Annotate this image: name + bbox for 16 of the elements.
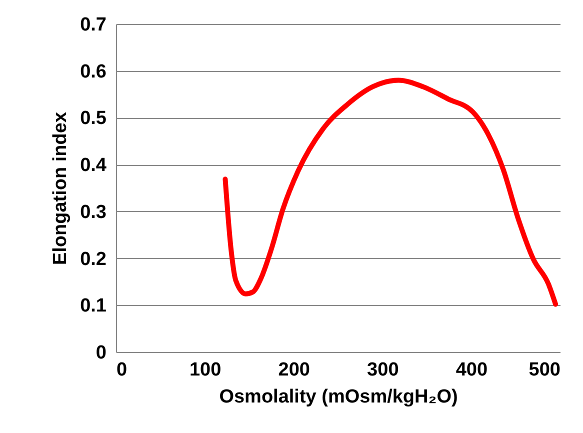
x-tick-label: 0 — [116, 360, 128, 380]
x-tick-label: 300 — [367, 360, 399, 380]
y-axis-title: Elongation index — [50, 112, 72, 266]
x-tick-label: 100 — [189, 360, 222, 380]
x-axis-title: Osmolality (mOsm/kgH₂O) — [219, 386, 458, 408]
x-tick-label: 500 — [528, 360, 560, 380]
y-tick-label: 0.6 — [80, 61, 106, 82]
y-tick-label: 0.5 — [80, 108, 107, 130]
y-tick-label: 0.2 — [80, 248, 106, 270]
y-tick-label: 0.3 — [80, 202, 106, 223]
y-tick-label: 0.7 — [80, 14, 106, 36]
y-tick-label: 0 — [96, 342, 106, 364]
x-tick-label: 400 — [456, 360, 488, 380]
x-tick-label: 200 — [278, 360, 310, 380]
y-tick-label: 0.1 — [80, 296, 107, 317]
y-tick-label: 0.4 — [80, 155, 107, 176]
